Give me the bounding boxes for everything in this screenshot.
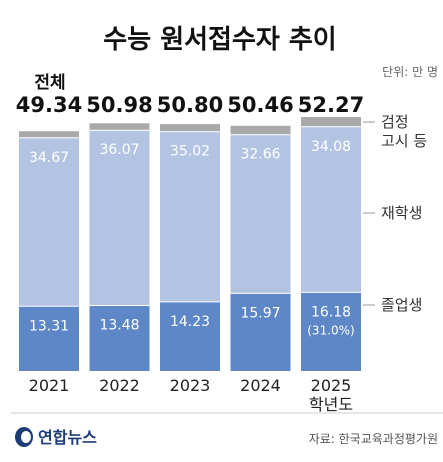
repeat-value-2023: 35.02 [170,144,210,160]
grad-value-2025: 16.18 [311,304,351,320]
total-value-2023: 50.80 [157,93,223,117]
total-value-2025: 52.27 [298,93,364,117]
repeat-value-2025: 34.08 [311,139,351,155]
repeat-value-2021: 34.67 [29,150,69,166]
chart-title: 수능 원서접수자 추이 [103,25,336,55]
x-tick-2021: 2021 [29,376,70,395]
grad-value-2021: 13.31 [29,318,69,334]
legend-label-repeat: 재학생 [381,204,422,222]
bar-segment-repeat-2024 [230,134,291,294]
grad-value-2023: 14.23 [170,314,210,330]
brand-logo-inner [21,431,31,443]
brand-name: 연합뉴스 [38,428,97,447]
bar-segment-exam-2023 [160,124,220,132]
bar-segment-exam-2025 [301,117,361,127]
bar-segment-grad-2024 [230,293,291,371]
x-tick-2023: 2023 [170,376,211,395]
x-tick-sublabel-2025: 학년도 [309,395,353,414]
bar-segment-repeat-2021 [19,137,79,307]
total-value-2024: 50.46 [227,93,293,117]
bar-segment-repeat-2025 [301,126,361,293]
bar-segment-exam-2024 [230,125,291,135]
bar-segment-repeat-2022 [89,130,150,306]
brand-logo: 연합뉴스 [15,427,97,447]
x-tick-2025: 2025 [311,376,352,395]
legend-label-exam: 검정 [381,113,409,131]
bar-group [19,117,361,371]
grad-value-2022: 13.48 [99,318,139,334]
label-group: 49.34 34.67 13.31 2021 50.98 36.07 13.48 2022 50… [16,93,364,414]
bar-segment-grad-2025 [301,292,361,371]
repeat-value-2024: 32.66 [240,147,280,163]
bar-segment-exam-2021 [19,131,79,138]
grad-value-2024: 15.97 [240,305,280,321]
unit-label: 단위: 만 명 [382,65,438,79]
legend-label-exam: 고시 등 [381,132,427,150]
grad-share-note-2025: (31.0%) [307,323,354,337]
bar-segment-grad-2022 [89,305,150,371]
total-label: 전체 [34,73,65,93]
x-tick-2022: 2022 [99,376,140,395]
repeat-value-2022: 36.07 [99,142,139,158]
legend-label-grad: 졸업생 [381,296,422,314]
bar-segment-grad-2021 [19,306,79,371]
x-tick-2024: 2024 [240,376,281,395]
bar-segment-grad-2023 [160,301,220,371]
total-value-2021: 49.34 [16,93,82,117]
bar-segment-exam-2022 [89,123,150,131]
bar-segment-repeat-2023 [160,131,220,302]
source-label: 자료: 한국교육과정평가원 [309,432,438,446]
total-value-2022: 50.98 [86,93,152,117]
